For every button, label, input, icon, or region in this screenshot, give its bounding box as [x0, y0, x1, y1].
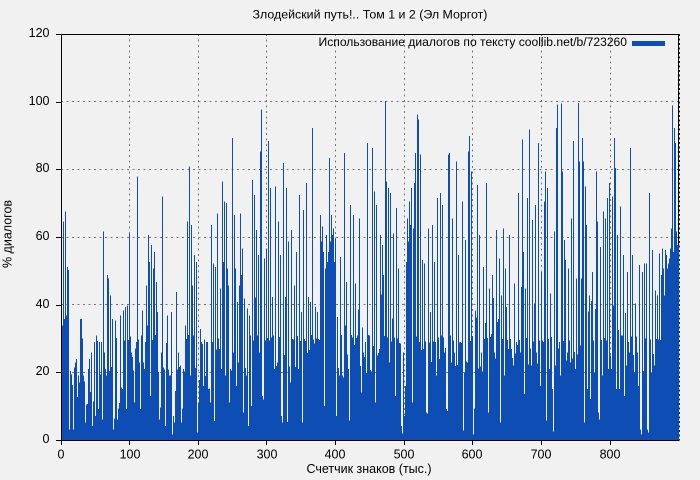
svg-text:Счетчик знаков (тыс.): Счетчик знаков (тыс.): [306, 462, 431, 476]
svg-text:200: 200: [188, 448, 209, 462]
svg-text:700: 700: [531, 448, 552, 462]
svg-text:120: 120: [29, 26, 50, 40]
svg-text:20: 20: [36, 364, 50, 378]
svg-text:100: 100: [29, 94, 50, 108]
svg-text:60: 60: [36, 229, 50, 243]
svg-text:500: 500: [394, 448, 415, 462]
svg-text:40: 40: [36, 297, 50, 311]
svg-text:0: 0: [58, 448, 65, 462]
svg-text:800: 800: [600, 448, 621, 462]
svg-text:600: 600: [462, 448, 483, 462]
svg-text:% диалогов: % диалогов: [1, 200, 15, 268]
svg-text:100: 100: [120, 448, 141, 462]
svg-text:Использование диалогов по текс: Использование диалогов по тексту coollib…: [319, 35, 628, 49]
svg-text:400: 400: [325, 448, 346, 462]
svg-text:0: 0: [43, 432, 50, 446]
svg-text:300: 300: [257, 448, 278, 462]
svg-text:80: 80: [36, 161, 50, 175]
svg-text:Злодейский путь!.. Том 1 и 2 (: Злодейский путь!.. Том 1 и 2 (Эл Моргот): [253, 7, 488, 21]
